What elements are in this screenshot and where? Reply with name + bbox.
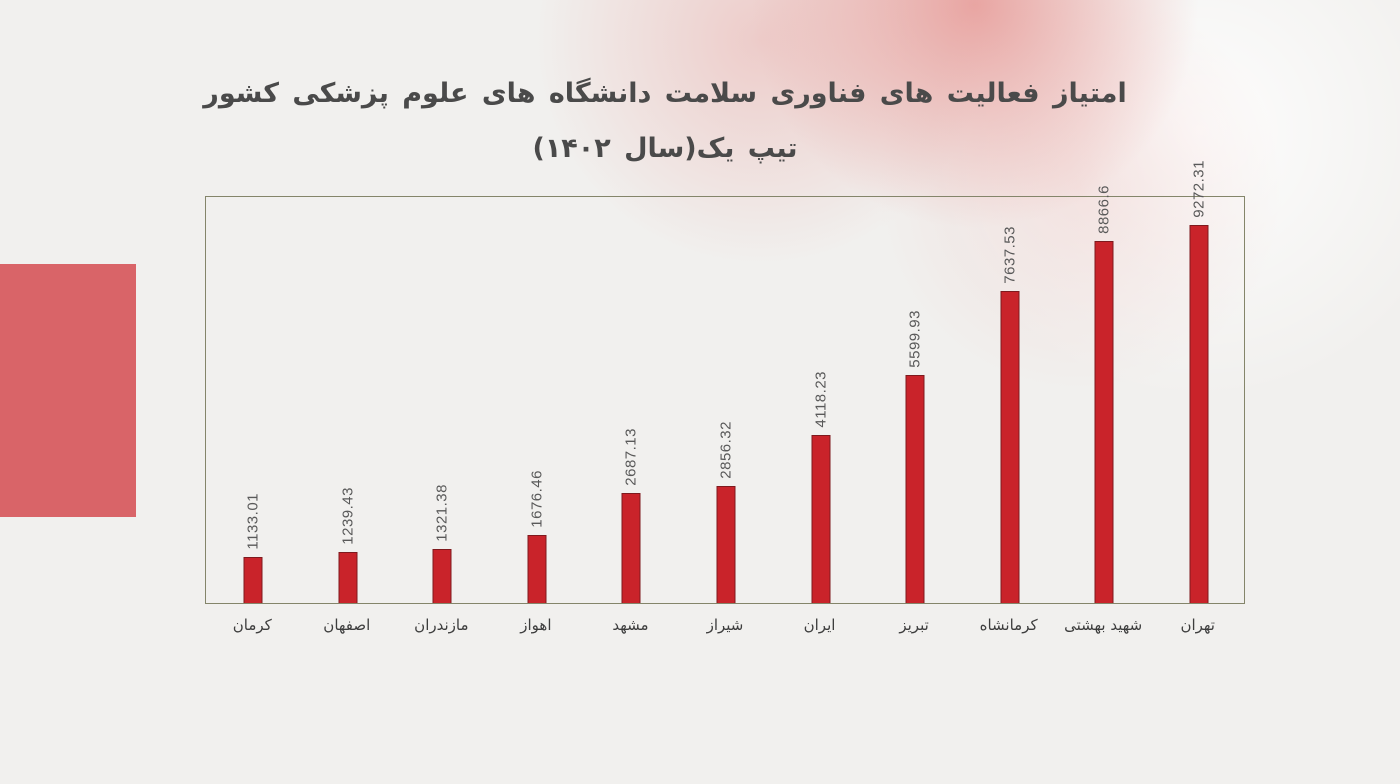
bar (1000, 291, 1020, 603)
bar (338, 552, 358, 603)
bar-group-9: 8866.6 (1057, 185, 1152, 603)
bar-value-label: 8866.6 (1095, 185, 1113, 234)
category-label: شهید بهشتی (1064, 616, 1143, 634)
bar (1189, 225, 1209, 603)
bar-value-label: 2687.13 (622, 428, 640, 486)
bar-group-10: 9272.31 (1151, 160, 1246, 603)
category-label: مازندران (414, 616, 469, 634)
bar-value-label: 2856.32 (717, 421, 735, 479)
bar (432, 549, 452, 603)
category-label: شیراز (706, 616, 744, 634)
bar-group-4: 2687.13 (584, 197, 679, 603)
bar-value-label: 5599.93 (906, 310, 924, 368)
bar-group-1: 1239.43 (301, 197, 396, 603)
bar-value-label: 7637.53 (1001, 226, 1019, 284)
bar (905, 375, 925, 603)
bar-group-7: 5599.93 (868, 197, 963, 603)
category-label: تهران (1180, 616, 1215, 634)
category-label: اهواز (520, 616, 552, 634)
bar (716, 486, 736, 603)
bar (621, 493, 641, 603)
bar (243, 557, 263, 603)
bar-group-3: 1676.46 (490, 197, 585, 603)
bar-value-label: 1321.38 (433, 484, 451, 542)
accent-rectangle (0, 264, 136, 517)
category-label: تبریز (899, 616, 929, 634)
bar-group-8: 7637.53 (962, 197, 1057, 603)
category-label: کرمانشاه (979, 616, 1038, 634)
bar (1094, 241, 1114, 603)
bar-value-label: 9272.31 (1190, 160, 1208, 218)
bar-group-2: 1321.38 (395, 197, 490, 603)
bar (811, 435, 831, 603)
category-label: اصفهان (323, 616, 371, 634)
plot-area: 1133.01 1239.43 1321.38 1676.46 2687.13 2856.… (205, 160, 1246, 604)
bar-group-0: 1133.01 (206, 197, 301, 603)
bar-value-label: 4118.23 (812, 371, 830, 428)
bar-group-6: 4118.23 (773, 197, 868, 603)
chart-title-line2: تیپ یک(سال ۱۴۰۲) (532, 133, 798, 164)
category-label: ایران (803, 616, 836, 634)
category-label: مشهد (612, 616, 649, 634)
category-label: کرمان (232, 616, 272, 634)
bar-value-label: 1676.46 (528, 470, 546, 528)
bar (527, 535, 547, 603)
chart-title-line1: امتیاز فعالیت های فناوری سلامت دانشگاه ه… (203, 78, 1127, 109)
chart-title: امتیاز فعالیت های فناوری سلامت دانشگاه ه… (0, 66, 1330, 176)
bar-group-5: 2856.32 (679, 197, 774, 603)
bar-value-label: 1133.01 (244, 493, 262, 550)
bar-value-label: 1239.43 (339, 487, 357, 545)
